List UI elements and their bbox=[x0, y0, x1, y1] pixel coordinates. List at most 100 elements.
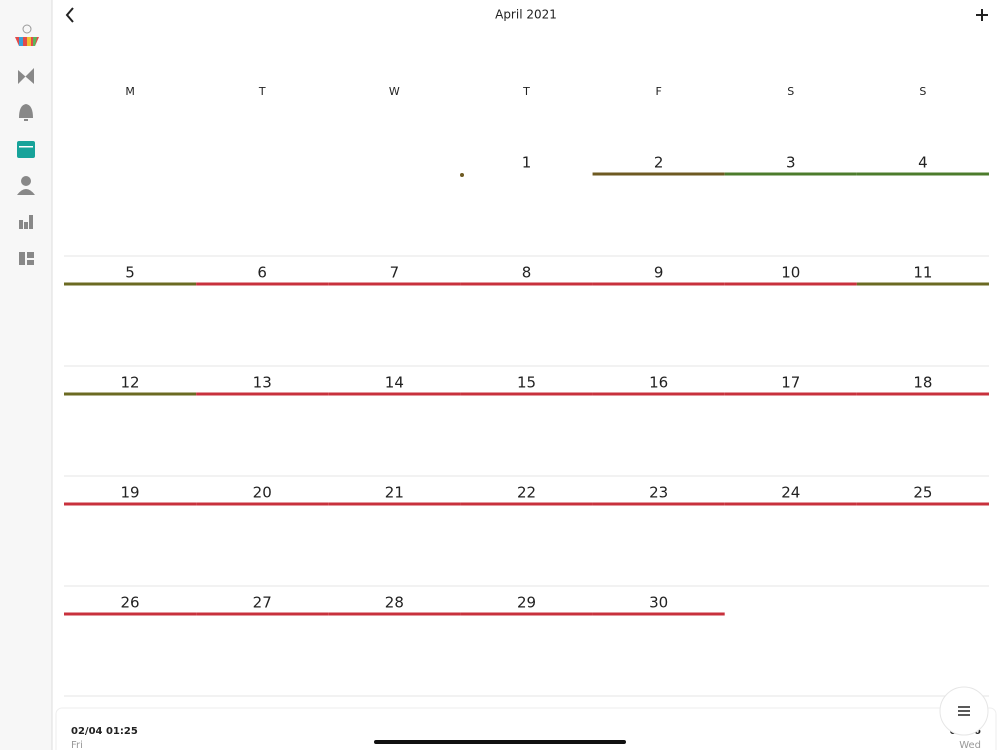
event-panel bbox=[55, 707, 997, 750]
sidebar bbox=[0, 0, 52, 750]
day-number: 9 bbox=[654, 264, 664, 282]
day-cell[interactable]: 6 bbox=[196, 264, 329, 286]
day-cell[interactable]: 28 bbox=[328, 594, 461, 616]
day-status-line bbox=[64, 612, 197, 616]
day-status-line bbox=[460, 282, 593, 286]
day-status-line bbox=[856, 172, 989, 176]
day-cell[interactable]: 24 bbox=[724, 484, 857, 506]
nav-icon-stats[interactable] bbox=[19, 215, 33, 229]
weekday-label: T bbox=[522, 85, 530, 98]
day-cell[interactable]: 22 bbox=[460, 484, 593, 506]
nav-icon-calendar[interactable] bbox=[17, 141, 35, 158]
back-button[interactable] bbox=[65, 7, 74, 23]
weekday-label: S bbox=[919, 85, 926, 98]
day-status-line bbox=[328, 392, 461, 396]
event-day: Fri bbox=[71, 740, 83, 750]
app-logo bbox=[15, 24, 39, 46]
day-number: 7 bbox=[390, 264, 400, 282]
day-number: 12 bbox=[121, 374, 140, 392]
day-status-line bbox=[64, 502, 197, 506]
day-status-line bbox=[592, 612, 725, 616]
day-cell[interactable]: 12 bbox=[64, 374, 197, 396]
nav-icon-profile[interactable] bbox=[17, 176, 35, 195]
day-cell[interactable]: 9 bbox=[592, 264, 725, 286]
home-indicator bbox=[374, 740, 626, 744]
day-number: 5 bbox=[125, 264, 135, 282]
day-cell[interactable]: 21 bbox=[328, 484, 461, 506]
day-number: 23 bbox=[649, 484, 668, 502]
day-cell[interactable]: 16 bbox=[592, 374, 725, 396]
weekday-label: W bbox=[389, 85, 400, 98]
menu-button[interactable] bbox=[939, 686, 989, 736]
event-day: Wed bbox=[959, 740, 981, 750]
day-cell[interactable]: 8 bbox=[460, 264, 593, 286]
day-cell[interactable]: 2 bbox=[592, 154, 725, 176]
day-number: 26 bbox=[121, 594, 140, 612]
day-number: 4 bbox=[918, 154, 928, 172]
day-cell[interactable]: 27 bbox=[196, 594, 329, 616]
day-number: 28 bbox=[385, 594, 404, 612]
day-status-line bbox=[328, 612, 461, 616]
day-cell[interactable]: 26 bbox=[64, 594, 197, 616]
day-number: 14 bbox=[385, 374, 404, 392]
day-status-line bbox=[592, 172, 725, 176]
day-cell[interactable]: 14 bbox=[328, 374, 461, 396]
day-cell[interactable]: 13 bbox=[196, 374, 329, 396]
day-number: 6 bbox=[257, 264, 267, 282]
day-status-line bbox=[460, 392, 593, 396]
day-status-line bbox=[856, 282, 989, 286]
nav-icon-home[interactable] bbox=[18, 68, 34, 84]
day-status-line bbox=[724, 392, 857, 396]
day-cell[interactable]: 3 bbox=[724, 154, 857, 176]
day-number: 17 bbox=[781, 374, 800, 392]
day-cell[interactable]: 25 bbox=[856, 484, 989, 506]
weekday-label: M bbox=[125, 85, 135, 98]
day-status-line bbox=[724, 172, 857, 176]
day-status-line bbox=[196, 612, 329, 616]
event-time: 02/04 01:25 bbox=[71, 726, 138, 737]
day-number: 27 bbox=[253, 594, 272, 612]
day-number: 3 bbox=[786, 154, 796, 172]
day-cell[interactable]: 23 bbox=[592, 484, 725, 506]
day-number: 2 bbox=[654, 154, 664, 172]
day-cell[interactable]: 4 bbox=[856, 154, 989, 176]
day-number: 19 bbox=[121, 484, 140, 502]
nav-icon-dashboard[interactable] bbox=[19, 252, 34, 265]
day-number: 24 bbox=[781, 484, 800, 502]
day-cell[interactable]: 20 bbox=[196, 484, 329, 506]
day-number: 8 bbox=[522, 264, 532, 282]
day-cell[interactable]: 18 bbox=[856, 374, 989, 396]
day-cell[interactable]: 15 bbox=[460, 374, 593, 396]
day-cell[interactable]: 19 bbox=[64, 484, 197, 506]
add-button[interactable] bbox=[976, 9, 988, 21]
day-cell[interactable]: 29 bbox=[460, 594, 593, 616]
day-status-line bbox=[460, 612, 593, 616]
day-number: 21 bbox=[385, 484, 404, 502]
day-cell[interactable]: 17 bbox=[724, 374, 857, 396]
day-status-line bbox=[592, 502, 725, 506]
day-number: 18 bbox=[913, 374, 932, 392]
day-number: 22 bbox=[517, 484, 536, 502]
day-number: 1 bbox=[522, 154, 532, 172]
day-cell[interactable]: 1 bbox=[522, 154, 532, 172]
day-cell[interactable]: 7 bbox=[328, 264, 461, 286]
day-number: 11 bbox=[913, 264, 932, 282]
day-number: 16 bbox=[649, 374, 668, 392]
day-number: 25 bbox=[913, 484, 932, 502]
day-cell[interactable]: 5 bbox=[64, 264, 197, 286]
day-status-line bbox=[724, 502, 857, 506]
day-status-line bbox=[64, 392, 197, 396]
day-cell[interactable]: 30 bbox=[592, 594, 725, 616]
day-status-line bbox=[724, 282, 857, 286]
day-status-line bbox=[328, 282, 461, 286]
day-number: 10 bbox=[781, 264, 800, 282]
event-dot bbox=[460, 173, 464, 177]
nav-icon-notifications[interactable] bbox=[19, 104, 33, 121]
day-status-line bbox=[856, 502, 989, 506]
day-status-line bbox=[196, 392, 329, 396]
day-number: 15 bbox=[517, 374, 536, 392]
day-cell[interactable]: 11 bbox=[856, 264, 989, 286]
day-cell[interactable]: 10 bbox=[724, 264, 857, 286]
